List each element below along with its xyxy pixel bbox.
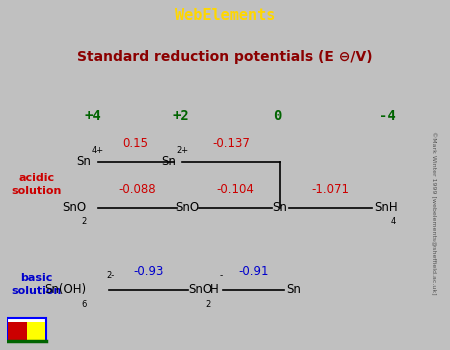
Text: H: H: [210, 283, 218, 296]
Text: 2: 2: [82, 217, 87, 226]
Text: SnH: SnH: [374, 201, 398, 214]
Text: ©Mark Winter 1999 [webelements@sheffield.ac.uk]: ©Mark Winter 1999 [webelements@sheffield…: [431, 131, 436, 295]
Text: -1.071: -1.071: [311, 183, 349, 196]
Text: -4: -4: [379, 109, 396, 123]
Text: +2: +2: [173, 109, 189, 123]
Text: Sn: Sn: [161, 155, 176, 168]
Text: +4: +4: [85, 109, 102, 123]
Text: 2-: 2-: [106, 271, 115, 280]
Text: Sn: Sn: [76, 155, 91, 168]
Text: -0.91: -0.91: [238, 265, 269, 278]
Text: Sn: Sn: [287, 283, 302, 296]
Text: 2: 2: [205, 300, 211, 309]
Bar: [8, 322, 28, 340]
Text: SnO: SnO: [189, 283, 213, 296]
Text: acidic
solution: acidic solution: [11, 173, 61, 196]
Bar: [27, 322, 45, 340]
Bar: [7, 318, 46, 341]
Text: -0.104: -0.104: [216, 183, 255, 196]
Text: basic
solution: basic solution: [11, 273, 61, 296]
Text: WebElements: WebElements: [175, 8, 275, 23]
Text: 4+: 4+: [92, 146, 104, 155]
Text: -: -: [219, 271, 223, 280]
Text: 0: 0: [274, 109, 282, 123]
Text: -0.137: -0.137: [213, 138, 251, 150]
Text: 0.15: 0.15: [122, 138, 148, 150]
Text: -0.088: -0.088: [118, 183, 156, 196]
Text: SnO: SnO: [176, 201, 200, 214]
Text: 4: 4: [390, 217, 396, 226]
Text: Sn(OH): Sn(OH): [45, 283, 87, 296]
Text: Sn: Sn: [272, 201, 288, 214]
Text: 6: 6: [82, 300, 87, 309]
Text: SnO: SnO: [63, 201, 87, 214]
Text: -0.93: -0.93: [133, 265, 163, 278]
Text: 2+: 2+: [177, 146, 189, 155]
Text: Standard reduction potentials (E ⊖/V): Standard reduction potentials (E ⊖/V): [77, 50, 373, 64]
